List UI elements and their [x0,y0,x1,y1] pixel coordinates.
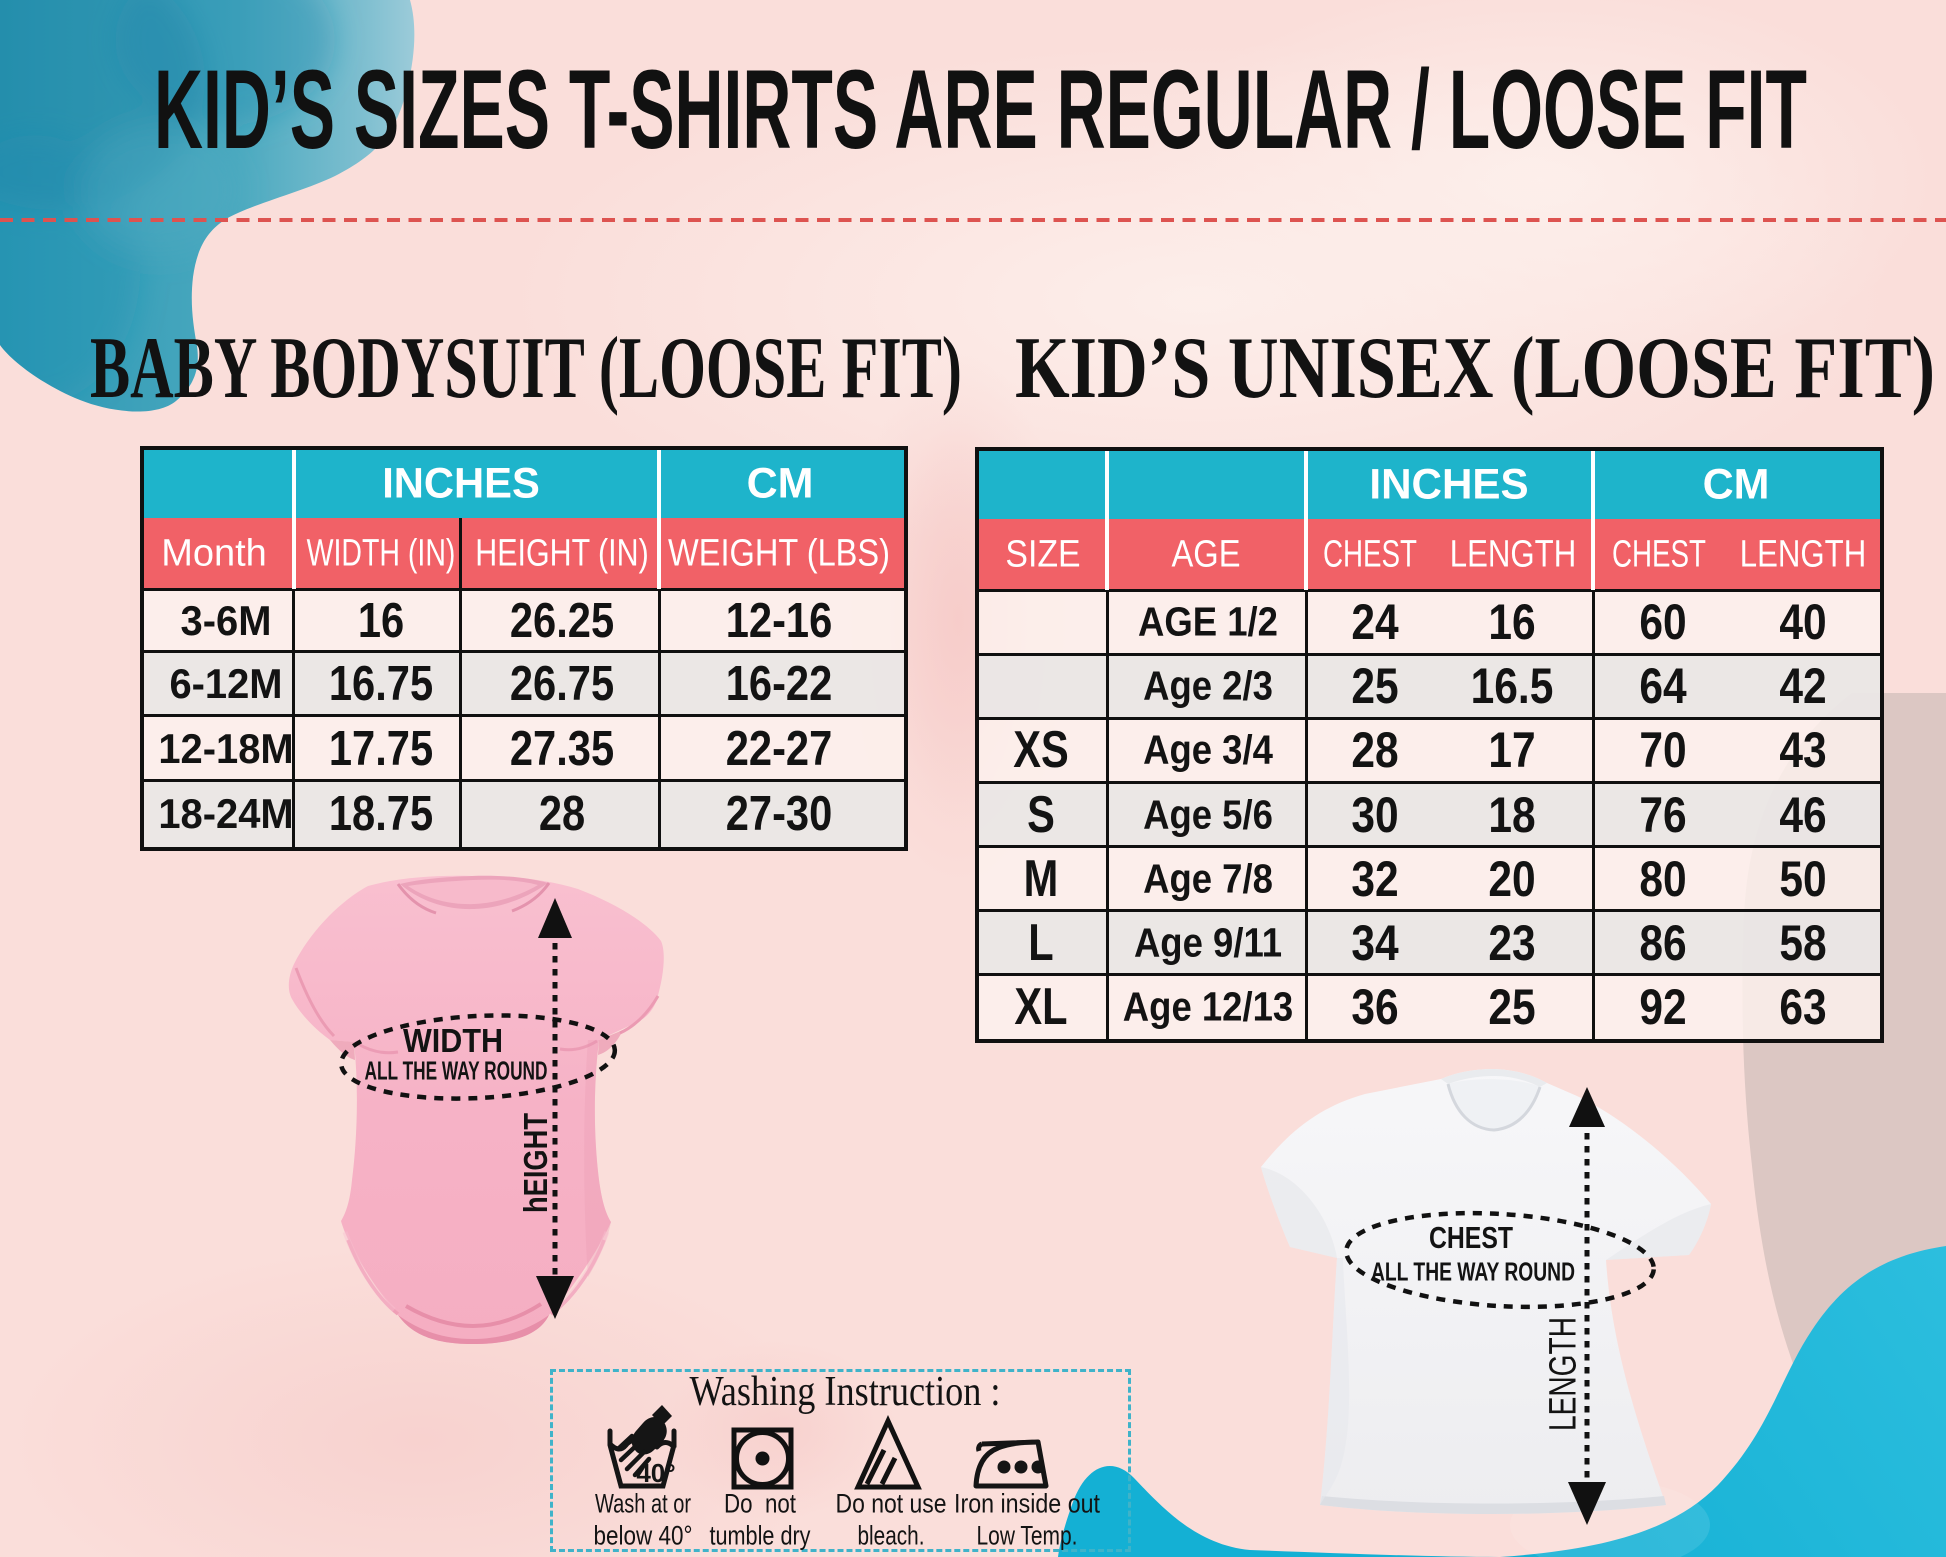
svg-text:40°: 40° [636,1458,675,1488]
